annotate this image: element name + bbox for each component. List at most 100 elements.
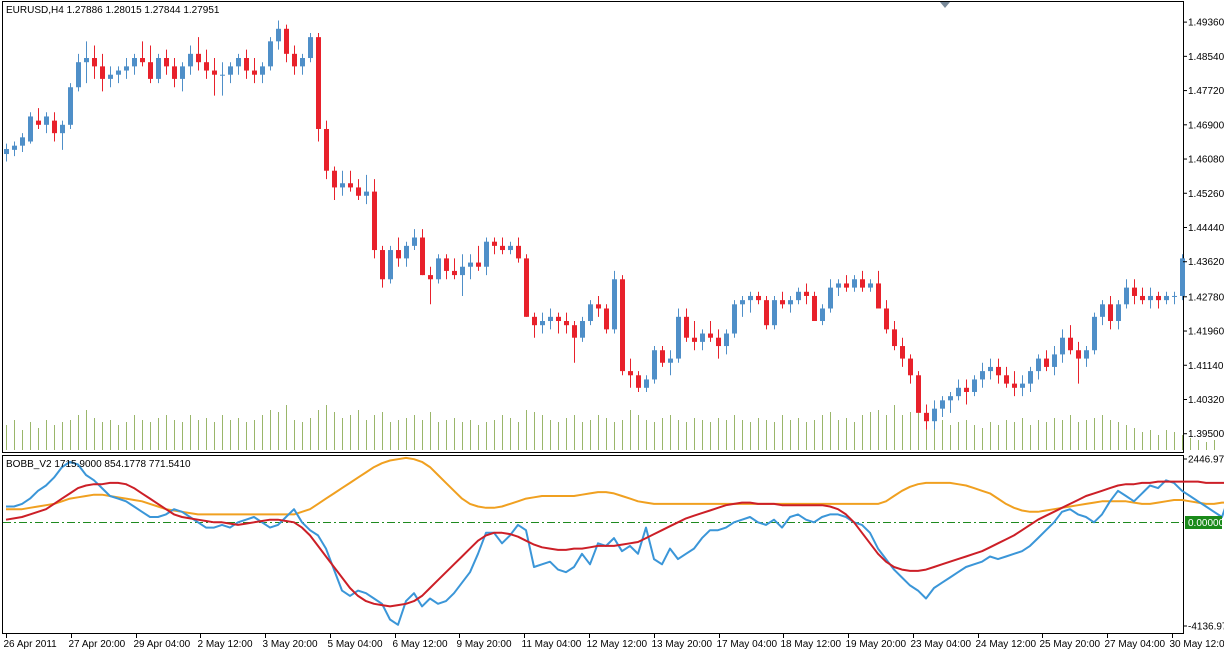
price-tick-label: 1.43620 (1188, 257, 1224, 268)
candle-body (348, 183, 353, 188)
candle-body (20, 137, 25, 146)
time-tick-label: 5 May 04:00 (328, 639, 383, 650)
candle-body (636, 375, 641, 388)
indicator-header: BOBB_V2 1715.9000 854.1778 771.5410 (6, 459, 191, 470)
time-tick-label: 11 May 04:00 (522, 639, 582, 650)
candle-body (460, 266, 465, 276)
time-tick-label: 18 May 12:00 (781, 639, 842, 650)
candle-body (308, 37, 313, 59)
candle-body (980, 371, 985, 380)
candle-body (588, 304, 593, 322)
candle-body (860, 279, 865, 288)
candle-body (644, 379, 649, 388)
candle-body (172, 66, 177, 79)
candle-body (868, 283, 873, 288)
candle-body (292, 53, 297, 67)
candle-body (276, 28, 281, 42)
candle-body (812, 295, 817, 322)
candle-body (1140, 295, 1145, 301)
time-tick-label: 23 May 04:00 (911, 639, 972, 650)
candle-body (804, 291, 809, 296)
indicator-pane-frame (2, 455, 1184, 634)
candle-body (364, 191, 369, 196)
candle-body (612, 279, 617, 330)
price-tick-label: 1.41960 (1188, 327, 1224, 338)
candle-body (1108, 304, 1113, 322)
candle-body (356, 187, 361, 196)
candle-body (756, 295, 761, 301)
zero-badge-text: 0.00000 (1188, 518, 1224, 529)
candle-body (684, 316, 689, 338)
candle-body (4, 149, 9, 155)
candle-body (916, 375, 921, 413)
candle-body (340, 183, 345, 188)
candle-body (52, 120, 57, 134)
time-tick-label: 26 Apr 2011 (4, 639, 58, 650)
candle-body (668, 358, 673, 363)
candle-body (996, 366, 1001, 376)
candle-body (164, 58, 169, 67)
candle-body (572, 325, 577, 338)
candle-body (900, 346, 905, 359)
candle-body (452, 270, 457, 276)
candle-body (252, 70, 257, 75)
candle-body (940, 400, 945, 409)
candle-body (532, 316, 537, 326)
candle-body (1068, 337, 1073, 351)
candle-body (604, 308, 609, 330)
candle-body (28, 116, 33, 142)
candle-body (412, 237, 417, 246)
orange-signal-line (6, 456, 1224, 516)
candle-body (660, 350, 665, 363)
candle-body (524, 258, 529, 317)
candle-body (924, 412, 929, 422)
candle-body (324, 128, 329, 171)
candle-body (500, 245, 505, 251)
price-tick-label: 1.45260 (1188, 189, 1224, 200)
candle-body (76, 62, 81, 88)
candle-body (516, 245, 521, 259)
candle-body (1052, 354, 1057, 367)
candle-body (196, 53, 201, 63)
candle-body (796, 291, 801, 301)
candle-body (764, 300, 769, 326)
candle-body (548, 316, 553, 322)
candle-body (652, 350, 657, 380)
time-tick-label: 30 May 12:00 (1170, 639, 1224, 650)
price-tick-label: 1.39500 (1188, 429, 1224, 440)
candle-body (316, 37, 321, 129)
candle-body (564, 321, 569, 326)
candle-body (268, 41, 273, 67)
candle-body (1132, 287, 1137, 296)
time-tick-label: 25 May 20:00 (1040, 639, 1101, 650)
price-tick-label: 1.48540 (1188, 52, 1224, 63)
candle-body (1164, 295, 1169, 301)
price-tick-label: 1.46080 (1188, 155, 1224, 166)
candle-body (708, 333, 713, 338)
candle-body (132, 58, 137, 67)
indicator-axis: 2446.97 -4136.97 (1183, 455, 1224, 633)
candle-body (1004, 375, 1009, 384)
candle-body (1076, 350, 1081, 359)
scroll-marker-icon[interactable] (940, 2, 950, 8)
red-average-line (5, 480, 1224, 608)
time-tick-label: 27 Apr 20:00 (69, 639, 126, 650)
price-tick-label: 1.49360 (1188, 18, 1224, 29)
candle-body (44, 116, 49, 125)
candle-body (84, 58, 89, 63)
candle-body (964, 387, 969, 392)
time-tick-label: 12 May 12:00 (587, 639, 648, 650)
indicator-tick-label: -4136.97 (1188, 622, 1224, 633)
candle-body (228, 66, 233, 75)
candle-body (700, 333, 705, 342)
price-header: EURUSD,H4 1.27886 1.28015 1.27844 1.2795… (6, 5, 220, 16)
candle-body (404, 245, 409, 259)
candle-body (420, 237, 425, 276)
time-tick-label: 9 May 20:00 (457, 639, 512, 650)
candle-body (732, 304, 737, 334)
candle-body (332, 170, 337, 188)
candle-body (244, 58, 249, 71)
price-pane-frame (2, 1, 1184, 453)
candle-body (220, 74, 225, 76)
candle-body (852, 279, 857, 288)
